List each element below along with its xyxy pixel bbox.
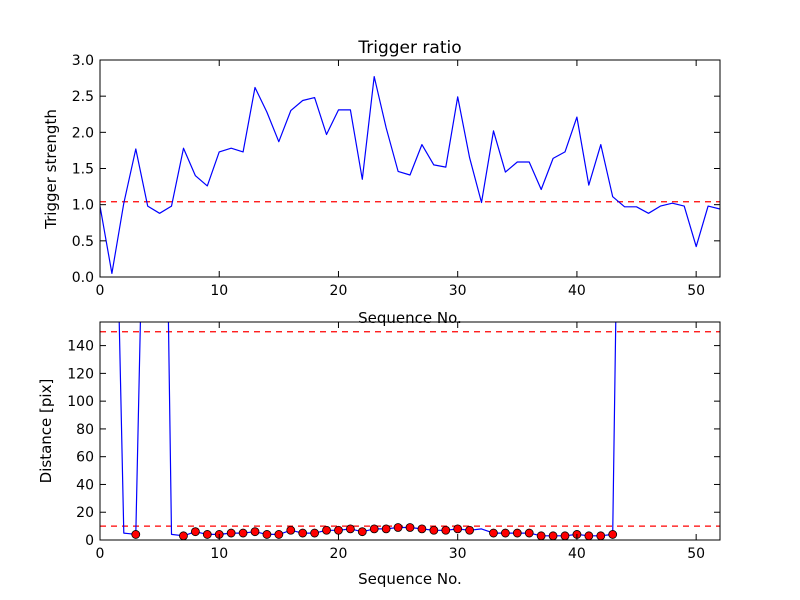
plot-area: 0 10 20 30 40 50 0 20 40 60 80 100 120 140: [67, 321, 721, 562]
data-point: [357, 527, 367, 537]
x-tick-label: 0: [96, 283, 105, 299]
y-tick-label: 1.0: [72, 198, 94, 214]
x-tick-label: 30: [449, 546, 467, 562]
y-tick-label: 3.0: [72, 53, 94, 69]
data-point: [596, 531, 606, 541]
y-tick-label: 0: [85, 533, 94, 549]
data-point: [202, 530, 212, 539]
y-tick-label: 60: [76, 450, 94, 466]
data-point: [310, 528, 320, 538]
chart-title: Trigger ratio: [357, 38, 461, 58]
y-tick-label: 80: [76, 422, 94, 438]
data-point: [560, 531, 570, 541]
y-tick-label: 40: [76, 477, 94, 493]
data-point: [393, 523, 403, 532]
data-point: [489, 528, 498, 538]
data-point: [286, 525, 296, 535]
y-tick-label: 0.5: [72, 234, 94, 250]
series-line: [100, 75, 720, 274]
data-point: [512, 528, 522, 538]
data-point: [190, 527, 200, 537]
chart-trigger-ratio: Trigger ratio 0 10 20 30 40 50 0.0 0.5 1.0 1.5 2.0…: [42, 38, 721, 327]
data-point: [262, 530, 272, 539]
data-point: [453, 524, 463, 534]
data-point: [179, 531, 188, 541]
data-point: [322, 525, 331, 535]
data-point: [524, 528, 534, 538]
data-point: [500, 528, 510, 538]
x-tick-label: 30: [449, 283, 467, 299]
data-point: [417, 524, 427, 534]
y-tick-label: 120: [67, 366, 94, 382]
data-point: [345, 524, 355, 534]
data-point: [405, 523, 415, 532]
x-axis-label: Sequence No.: [358, 309, 462, 327]
y-tick-label: 2.5: [72, 89, 94, 105]
y-tick-label: 20: [76, 505, 94, 521]
data-point: [369, 524, 379, 534]
data-point: [584, 531, 594, 541]
y-tick-label: 2.0: [72, 125, 94, 141]
axes-frame: [99, 321, 721, 541]
data-point: [381, 524, 391, 534]
y-tick-label: 1.5: [72, 162, 94, 178]
data-point: [226, 528, 236, 538]
y-axis-label: Distance [pix]: [37, 379, 55, 484]
data-point: [238, 528, 248, 538]
data-point: [608, 530, 618, 539]
x-tick-label: 20: [330, 283, 348, 299]
data-point: [131, 530, 141, 539]
data-point: [298, 528, 308, 538]
data-point: [465, 525, 475, 535]
x-tick-label: 20: [330, 546, 348, 562]
x-tick-label: 50: [687, 283, 705, 299]
x-tick-label: 50: [687, 546, 705, 562]
plot-area: 0 10 20 30 40 50 0.0 0.5 1.0 1.5 2.0 2.5 3.0: [72, 53, 721, 299]
x-tick-label: 0: [96, 546, 105, 562]
data-point: [429, 525, 439, 535]
chart-distance: 0 10 20 30 40 50 0 20 40 60 80 100 120 140 Distance […: [37, 321, 721, 588]
data-point: [250, 527, 260, 537]
x-axis-label: Sequence No.: [358, 570, 462, 588]
x-tick-label: 40: [568, 546, 586, 562]
data-point: [536, 531, 546, 541]
data-point: [274, 530, 284, 539]
y-axis-label: Trigger strength: [42, 109, 60, 230]
y-tick-label: 100: [67, 394, 94, 410]
y-tick-label: 0.0: [72, 270, 94, 286]
x-tick-label: 10: [210, 283, 228, 299]
data-point: [441, 525, 451, 535]
x-tick-label: 10: [210, 546, 228, 562]
data-point: [548, 531, 558, 541]
x-tick-label: 40: [568, 283, 586, 299]
data-point: [334, 525, 343, 535]
y-tick-label: 140: [67, 339, 94, 355]
